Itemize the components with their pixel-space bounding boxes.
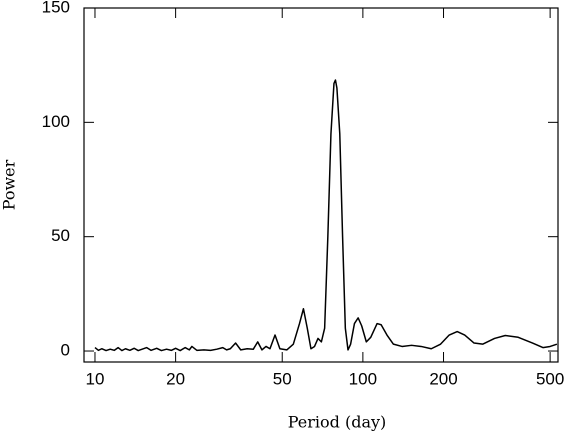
y-tick-label: 100 [42, 112, 70, 131]
x-tick-label: 10 [86, 369, 105, 388]
y-tick-label: 50 [51, 226, 70, 245]
power-curve [94, 79, 558, 352]
plot-frame [83, 7, 559, 363]
y-tick-label: 150 [42, 0, 70, 16]
x-tick-label: 500 [536, 369, 564, 388]
x-axis-label: Period (day) [288, 413, 387, 432]
y-tick-label: 0 [61, 341, 70, 360]
x-tick-label: 200 [429, 369, 457, 388]
y-axis-label: Power [0, 159, 19, 210]
x-tick-label: 20 [166, 369, 185, 388]
x-tick-label: 100 [349, 369, 377, 388]
x-tick-label: 50 [273, 369, 292, 388]
